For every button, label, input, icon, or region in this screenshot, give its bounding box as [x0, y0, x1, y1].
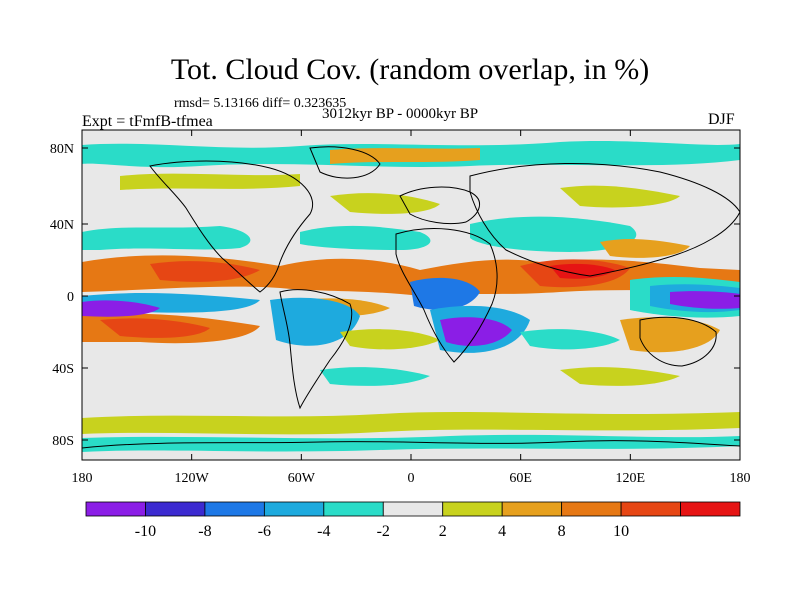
colorbar-label: -6	[258, 523, 271, 540]
eurasia-yellow	[560, 185, 680, 208]
colorbar-swatch	[620, 501, 681, 517]
colorbar-label: -4	[317, 523, 330, 540]
coastlines	[82, 146, 740, 449]
europe-coast	[399, 186, 480, 225]
colorbar-swatch	[204, 501, 265, 517]
south-pacific-red	[100, 318, 210, 338]
africa-coast	[395, 228, 498, 363]
lon-tick-label: 60W	[288, 471, 316, 486]
colorbar-label: 2	[439, 523, 447, 540]
eurasia-cyan	[470, 216, 637, 252]
east-asia-orange	[600, 239, 690, 258]
lat-tick-label: 80S	[52, 434, 74, 449]
experiment-label: Expt = tFmfB-tfmea	[82, 113, 213, 130]
north-atlantic-cyan	[300, 225, 431, 250]
colorbar-label: 10	[613, 523, 629, 540]
lon-tick-label: 120W	[175, 471, 210, 486]
season-label: DJF	[708, 111, 735, 128]
australia-coast	[639, 316, 717, 367]
west-pacific-purple	[670, 291, 740, 309]
colorbar-label: -2	[377, 523, 390, 540]
north-america-coast	[149, 160, 313, 293]
chart-title: Tot. Cloud Cov. (random overlap, in %)	[170, 53, 650, 86]
arctic-yellow-band	[120, 173, 300, 190]
colorbar-swatch	[323, 501, 384, 517]
north-pacific-cyan	[82, 226, 251, 250]
southern-africa-purple	[440, 317, 512, 346]
north-tropical-red-core	[150, 261, 260, 282]
australia-orange	[620, 317, 720, 353]
map-ticks: 180 120W 60W 0 60E 120E 180 80N 40N 0 40S 80S	[50, 130, 751, 486]
map-plot	[82, 130, 740, 460]
lat-tick-label: 40N	[50, 218, 74, 233]
south-mid-cyan	[320, 367, 430, 386]
south-america-cyan	[270, 297, 360, 346]
colorbar-swatch	[85, 501, 146, 517]
greenland-coast	[309, 146, 381, 179]
south-america-coast	[279, 289, 353, 410]
indian-ocean-red	[550, 263, 615, 279]
colorbar-swatch	[561, 501, 622, 517]
colorbar-swatch	[382, 501, 444, 517]
antarctica-coast	[82, 440, 740, 449]
colorbar-label: -8	[198, 523, 211, 540]
antarctic-cyan-band	[82, 434, 740, 452]
colorbar: -10 -8 -6 -4 -2 2 4 8 10	[85, 501, 741, 540]
lon-tick-label: 0	[408, 471, 415, 486]
colorbar-label: -10	[135, 523, 156, 540]
indian-ocean-south-cyan	[520, 329, 620, 350]
colorbar-label: 4	[498, 523, 506, 540]
antarctic-yellow-band	[82, 412, 740, 435]
south-pacific-purple-band	[82, 300, 160, 317]
lon-tick-label: 120E	[616, 471, 646, 486]
colorbar-swatch	[680, 501, 741, 517]
asia-coast	[469, 162, 740, 277]
stats-text: rmsd= 5.13166 diff= 0.323635	[174, 96, 347, 111]
north-atlantic-yellow	[330, 193, 440, 214]
period-label: 3012kyr BP - 0000kyr BP	[322, 106, 479, 122]
anomaly-fields	[82, 141, 740, 452]
central-africa-blue	[410, 277, 480, 310]
colorbar-swatch	[145, 501, 206, 517]
colorbar-swatch	[442, 501, 503, 517]
lon-tick-label: 180	[730, 471, 751, 486]
lon-tick-label: 180	[72, 471, 93, 486]
lat-tick-label: 0	[67, 290, 74, 305]
colorbar-label: 8	[558, 523, 566, 540]
arctic-orange-patch	[330, 148, 480, 164]
south-mid-yellow	[560, 367, 680, 386]
colorbar-swatch	[501, 501, 563, 517]
south-atlantic-yellow	[340, 329, 440, 350]
lat-tick-label: 40S	[52, 362, 74, 377]
lon-tick-label: 60E	[509, 471, 532, 486]
lat-tick-label: 80N	[50, 142, 74, 157]
colorbar-swatch	[263, 501, 325, 517]
